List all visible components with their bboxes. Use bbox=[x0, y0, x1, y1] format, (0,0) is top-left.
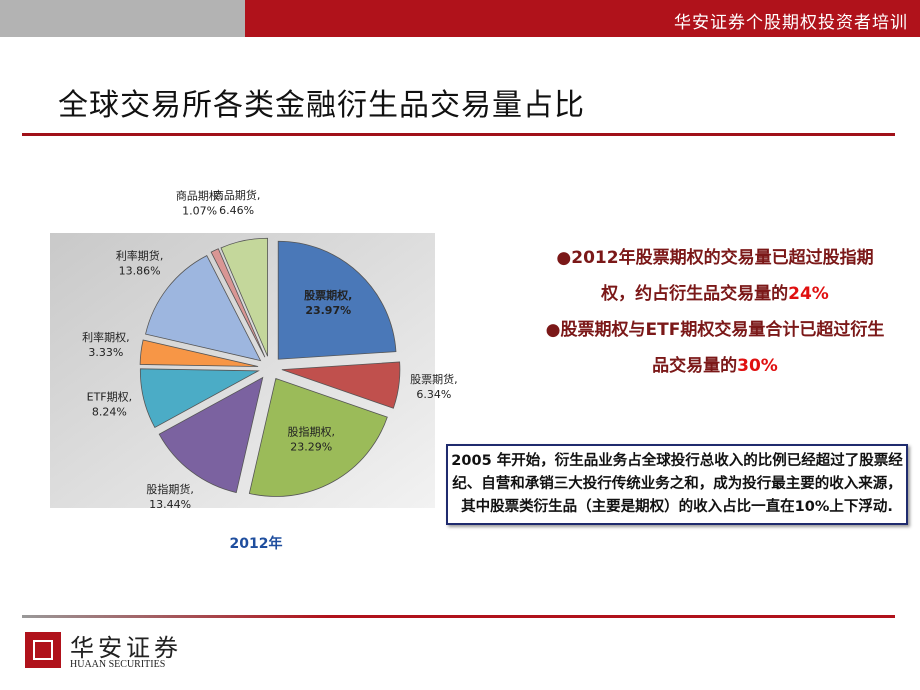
footer-rule bbox=[22, 615, 895, 618]
value-label: 23.97% bbox=[305, 304, 351, 317]
data-label: 商品期货, 6.46% bbox=[213, 188, 261, 217]
data-label: 利率期货, 13.86% bbox=[116, 248, 164, 277]
data-label: 利率期权, 3.33% bbox=[82, 330, 130, 359]
bullet: 股票期权与ETF期权交易量合计已超过衍生品交易量的30% bbox=[540, 312, 890, 384]
data-label: 股票期权, 23.97% bbox=[304, 288, 352, 317]
pie-slice bbox=[248, 377, 388, 497]
value-label: 23.29% bbox=[290, 441, 332, 454]
chart-caption: 2012年 bbox=[230, 535, 283, 552]
banner: 华安证券个股期权投资者培训 bbox=[674, 13, 908, 33]
label-separator: , bbox=[220, 189, 224, 202]
bullet-text: 2012年股票期权的交易量已超过股指期权，约占衍生品交易量的 bbox=[571, 248, 874, 304]
value-label: 1.07% bbox=[182, 204, 217, 217]
data-label: 股指期权, 23.29% bbox=[287, 425, 335, 454]
label-separator: , bbox=[348, 289, 352, 302]
bullet: 2012年股票期权的交易量已超过股指期权，约占衍生品交易量的24% bbox=[540, 240, 890, 312]
title-rule bbox=[22, 133, 895, 136]
slide-title: 全球交易所各类金融衍生品交易量占比 bbox=[58, 88, 585, 123]
category-label: 股指期货 bbox=[146, 482, 190, 496]
label-separator: , bbox=[190, 483, 194, 496]
bullet-highlight: 24% bbox=[788, 284, 829, 304]
pie-slice bbox=[158, 376, 264, 494]
value-label: 13.44% bbox=[149, 498, 191, 511]
data-label: 股指期货, 13.44% bbox=[146, 482, 194, 511]
category-label: 商品期货 bbox=[213, 188, 257, 202]
value-label: 13.86% bbox=[119, 264, 161, 277]
category-label: 利率期权 bbox=[82, 330, 126, 344]
pie-slice bbox=[145, 255, 262, 362]
logo-name: 华安证券 bbox=[70, 634, 182, 662]
value-label: 8.24% bbox=[92, 406, 127, 419]
value-label: 3.33% bbox=[88, 346, 123, 359]
label-separator: , bbox=[160, 249, 164, 262]
value-label: 6.46% bbox=[219, 204, 254, 217]
top-bar-red: 华安证券个股期权投资者培训 bbox=[245, 0, 920, 37]
logo-english: HUAAN SECURITIES bbox=[70, 659, 166, 670]
chart: 2012年 股票期权, 23.97%股票期货, 6.34%股指期权, 23.29%股指… bbox=[50, 188, 458, 552]
label-separator: , bbox=[129, 391, 133, 404]
category-label: 商品期权 bbox=[176, 188, 220, 202]
logo-icon bbox=[25, 632, 61, 668]
bullet-highlight: 30% bbox=[737, 356, 778, 376]
label-separator: , bbox=[331, 426, 335, 439]
category-label: 股票期货 bbox=[410, 372, 454, 386]
value-label: 6.34% bbox=[416, 388, 451, 401]
bullet-list: 2012年股票期权的交易量已超过股指期权，约占衍生品交易量的24%股票期权与ET… bbox=[540, 240, 890, 384]
category-label: 利率期货 bbox=[116, 248, 160, 262]
data-label: 商品期权, 1.07% bbox=[176, 188, 224, 217]
pie-slice bbox=[139, 339, 259, 367]
note-box: 2005 年开始，衍生品业务占全球投行总收入的比例已经超过了股票经纪、自营和承销… bbox=[446, 444, 908, 525]
top-bar-gray bbox=[0, 0, 245, 37]
pie-slice bbox=[210, 248, 266, 358]
category-label: ETF期权 bbox=[87, 391, 129, 404]
pie-slice bbox=[281, 361, 401, 409]
pie-slice bbox=[139, 368, 260, 428]
category-label: 股票期权 bbox=[304, 288, 349, 302]
label-separator: , bbox=[454, 373, 458, 386]
data-label: ETF期权, 8.24% bbox=[87, 391, 133, 419]
pie-slice bbox=[277, 240, 397, 360]
category-label: 股指期权 bbox=[287, 425, 331, 439]
bullet-text: 股票期权与ETF期权交易量合计已超过衍生品交易量的 bbox=[560, 320, 885, 376]
pie-slice bbox=[220, 237, 268, 357]
data-label: 股票期货, 6.34% bbox=[410, 372, 458, 401]
label-separator: , bbox=[257, 189, 261, 202]
label-separator: , bbox=[126, 331, 130, 344]
